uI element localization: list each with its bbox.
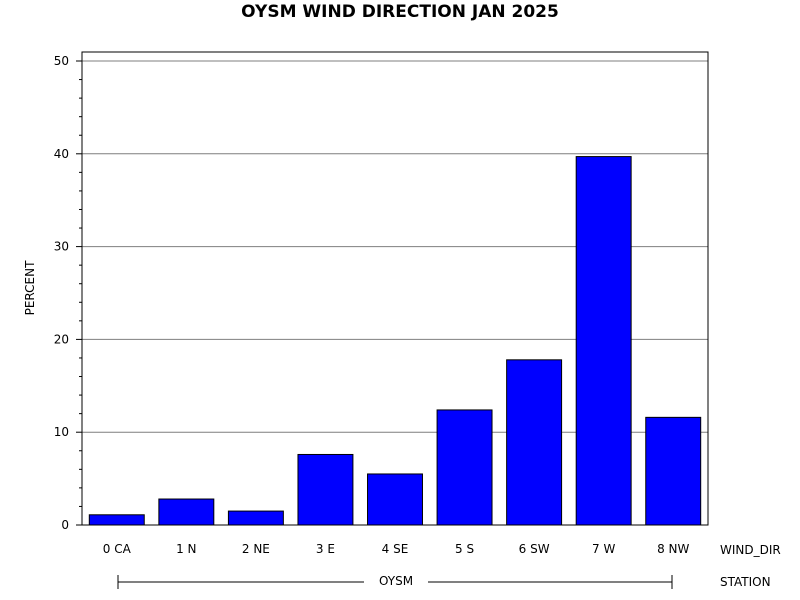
x-category-label: 7 W [592,542,615,556]
x-category-label: 5 S [455,542,474,556]
bar [158,498,215,526]
y-tick-label: 10 [54,425,69,439]
station-bracket [117,575,673,589]
bar [575,156,632,526]
y-tick-label: 0 [61,518,69,532]
plot-frame [81,51,709,526]
y-axis-label: PERCENT [23,260,37,315]
y-axis: 0 10 20 30 40 50 [54,54,82,532]
y-tick-label: 30 [54,240,69,254]
x-category-label: 0 CA [103,542,132,556]
bars [88,156,702,526]
x-category-label: 4 SE [382,542,409,556]
x-category-label: 8 NW [657,542,689,556]
x-axis-label: WIND_DIR [720,543,781,557]
bar [645,416,702,526]
y-tick-label: 50 [54,54,69,68]
bar [297,453,354,526]
y-tick-label: 40 [54,147,69,161]
x-axis-categories: 0 CA 1 N 2 NE 3 E 4 SE 5 S 6 SW 7 W 8 NW [103,542,690,556]
bar [227,510,284,526]
bar [506,359,563,526]
x-category-label: 6 SW [519,542,550,556]
y-tick-label: 20 [54,332,69,346]
bar [436,409,493,526]
x-category-label: 3 E [316,542,335,556]
station-label: STATION [720,575,771,589]
x-category-label: 2 NE [242,542,270,556]
bar [367,473,423,526]
bar [88,514,145,526]
station-value: OYSM [379,574,413,588]
x-category-label: 1 N [176,542,196,556]
chart-title: OYSM WIND DIRECTION JAN 2025 [241,2,559,22]
